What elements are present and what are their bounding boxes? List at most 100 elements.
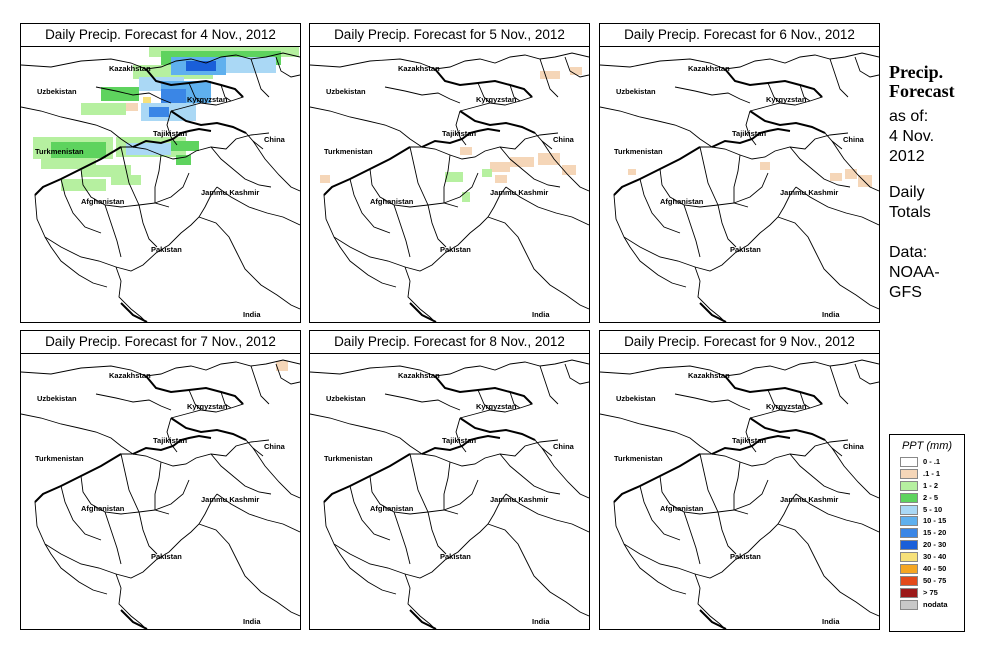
admin-border [505,186,589,226]
admin-border [443,479,479,511]
admin-border [789,453,851,495]
admin-border [369,475,459,515]
legend-row: 40 - 50 [890,563,964,575]
legend-swatch [900,457,918,467]
admin-border [275,363,300,385]
panel-title: Daily Precip. Forecast for 7 Nov., 2012 [21,331,300,354]
admin-border [250,58,270,98]
admin-border [154,479,190,511]
admin-border [613,493,797,579]
precip-cell [111,175,141,185]
country-border [421,127,501,148]
precip-cell [186,61,216,71]
map-label-india: India [822,617,840,626]
precip-cell [462,192,470,202]
map-label-afghanistan: Afghanistan [81,197,125,206]
map-label-turkmenistan: Turkmenistan [324,454,373,463]
legend-swatch [900,528,918,539]
precip-cell [51,142,106,158]
admin-border [216,493,300,533]
precip-cell [760,162,770,170]
precip-map: Kazakhstan Uzbekistan Kyrgyzstan China Tajik… [21,47,300,322]
map-label-afghanistan: Afghanistan [660,504,704,513]
map-label-tajikistan: Tajikistan [732,436,766,445]
legend-swatch [900,575,918,586]
country-border [724,68,823,98]
map-label-pakistan: Pakistan [440,552,471,561]
map-label-jammu-kashmir: Jammu Kashmir [780,495,838,504]
map-label-jammu-kashmir: Jammu Kashmir [201,495,259,504]
legend-swatch [900,492,918,503]
admin-border [443,172,479,204]
legend-label: .1 - 1 [923,468,941,478]
admin-border [138,204,158,248]
panel-8-nov: Daily Precip. Forecast for 8 Nov., 2012 … [309,330,590,630]
as-of-date: as of: 4 Nov. 2012 [889,107,934,167]
admin-border [829,365,849,405]
admin-border [789,146,851,188]
admin-border [145,375,244,419]
admin-border [384,393,461,411]
legend-swatch [900,587,918,598]
map-label-jammu-kashmir: Jammu Kashmir [780,188,838,197]
admin-border [795,186,879,226]
admin-border [674,86,751,104]
admin-border [310,413,423,455]
legend-swatch [900,564,918,575]
admin-border [95,393,172,411]
admin-border [369,168,459,208]
map-label-turkmenistan: Turkmenistan [324,147,373,156]
map-label-china: China [553,442,575,451]
map-label-afghanistan: Afghanistan [370,504,414,513]
admin-border [310,52,589,70]
precip-cell [830,173,842,181]
admin-border [427,204,447,248]
map-label-china: China [843,135,865,144]
legend-label: 30 - 40 [923,552,947,562]
precip-cell [171,141,199,151]
panel-5-nov: Daily Precip. Forecast for 5 Nov., 2012 … [309,23,590,323]
map-label-china: China [553,135,575,144]
map-label-kyrgyzstan: Kyrgyzstan [187,402,228,411]
admin-border [120,453,140,513]
admin-border [138,511,158,555]
admin-border [104,511,122,565]
legend-label: > 75 [923,587,938,597]
admin-border [409,453,429,513]
legend-row: 50 - 75 [890,575,964,587]
admin-border [600,52,879,70]
country-border [34,453,122,503]
country-border [170,417,247,441]
admin-border [539,365,559,405]
legend-label: 5 - 10 [923,504,943,514]
admin-border [252,447,300,499]
legend-swatch [900,516,918,527]
map-label-turkmenistan: Turkmenistan [35,147,84,156]
map-label-tajikistan: Tajikistan [732,129,766,138]
panel-title: Daily Precip. Forecast for 6 Nov., 2012 [600,24,879,47]
map-label-india: India [243,617,261,626]
admin-border [34,186,218,272]
admin-border [600,413,713,455]
precip-cell [845,169,857,179]
admin-border [564,363,589,385]
precip-cell [126,103,138,111]
country-border [459,110,536,134]
map-svg: Kazakhstan Uzbekistan Kyrgyzstan China Tajik… [310,52,589,322]
data-source-note: Data: NOAA- GFS [889,243,940,303]
map-svg: Kazakhstan Uzbekistan Kyrgyzstan China Tajik… [600,359,879,629]
admin-border [831,140,879,192]
map-svg: Kazakhstan Uzbekistan Kyrgyzstan China Tajik… [21,47,300,322]
legend-row: 5 - 10 [890,504,964,516]
admin-border [799,84,811,102]
map-label-india: India [532,617,550,626]
admin-border [60,485,102,541]
country-border [120,302,148,322]
country-border [749,417,826,441]
precip-cell [490,162,510,172]
as-of-day: 4 Nov. [889,128,935,145]
map-svg: Kazakhstan Uzbekistan Kyrgyzstan China Tajik… [310,359,589,629]
admin-border [799,391,811,409]
precip-cell [510,157,534,167]
precip-cell [81,165,131,177]
